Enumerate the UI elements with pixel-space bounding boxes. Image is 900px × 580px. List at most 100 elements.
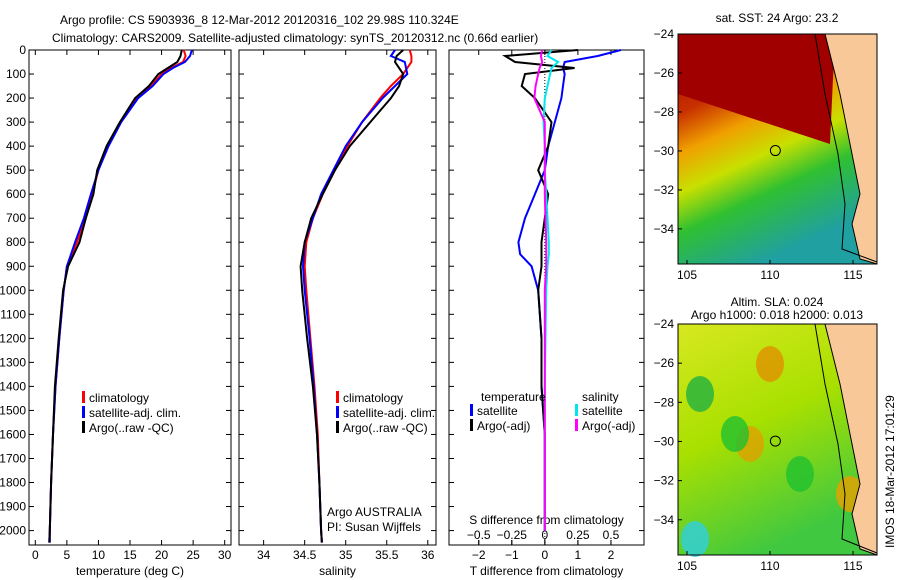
x-tick-label: 15 [123,548,137,562]
x-tick-label: 0 [542,548,549,562]
map-warm-region [678,34,835,144]
legend-swatch [336,391,339,403]
profile-line-argo-raw-qc- [48,49,183,543]
x-tick-label: −2 [472,548,486,562]
y-tick-label: 500 [6,163,26,177]
side-stamp: IMOS 18-Mar-2012 17:01:29 [883,395,897,548]
bathymetry-contour [814,323,878,554]
x-tick-label: 34.5 [293,548,317,562]
x2-tick-label: 0 [542,528,549,542]
y-tick-label: 900 [6,259,26,273]
legend-label: Argo(-adj) [582,419,635,433]
map-x-tick-label: 105 [677,268,697,282]
y-tick-label: 1000 [0,283,26,297]
legend-swatch [470,404,473,416]
map-y-tick-label: −28 [654,105,675,119]
legend-swatch [470,419,473,431]
argo-location-marker [769,145,781,157]
profile-line-t-satellite [517,49,622,531]
x-tick-label: 30 [218,548,232,562]
map-blob [786,456,814,492]
x2-tick-label: −0.5 [467,528,491,542]
x-axis-label: salinity [319,564,356,578]
axes-frame-0 [28,49,232,546]
x2-tick-label: −0.25 [497,528,528,542]
x2-axis-label: S difference from climatology [469,513,624,527]
map-x-tick-label: 115 [843,268,862,282]
y-tick-label: 100 [6,67,26,81]
argo-location-marker [769,435,781,447]
map-x-tick-label: 115 [843,559,862,573]
map-y-tick-label: −28 [654,395,675,409]
map-y-tick-label: −34 [654,222,675,236]
legend-label: Argo(-adj) [477,419,530,433]
map-y-tick-label: −30 [654,434,675,448]
map-y-tick-label: −30 [654,144,675,158]
map-blob [686,376,714,412]
legend-title: salinity [582,390,619,404]
map-title: sat. SST: 24 Argo: 23.2 [716,11,839,25]
legend-swatch [82,391,85,403]
map-blob [721,416,749,452]
map-frame [677,323,878,556]
legend-swatch [575,404,578,416]
x-tick-label: 0 [32,548,39,562]
map-y-tick-label: −34 [654,513,675,527]
y-tick-label: 300 [6,115,26,129]
x-tick-label: 35 [339,548,353,562]
y-tick-label: 1600 [0,427,26,441]
x-tick-label: 2 [608,548,615,562]
profile-line-climatology [303,49,413,543]
map-y-tick-label: −32 [654,183,675,197]
map-blob [681,521,709,557]
y-tick-label: 700 [6,211,26,225]
x-tick-label: −1 [505,548,519,562]
x-tick-label: 20 [155,548,169,562]
y-tick-label: 0 [19,43,26,57]
profile-line-climatology [48,49,187,543]
map-y-tick-label: −32 [654,474,675,488]
bathymetry-contour [814,33,878,263]
axes-frame-2 [448,49,645,546]
map-x-tick-label: 110 [760,559,779,573]
y-tick-label: 1500 [0,403,26,417]
map-y-tick-label: −24 [654,27,675,41]
y-tick-label: 600 [6,187,26,201]
y-tick-label: 1900 [0,500,26,514]
map-subtitle: Argo h1000: 0.018 h2000: 0.013 [691,308,863,322]
map-x-tick-label: 110 [760,268,779,282]
legend-label: satellite [477,404,518,418]
legend-title: temperature [481,390,546,404]
y-tick-label: 1400 [0,379,26,393]
map-y-tick-label: −26 [654,66,675,80]
x-tick-label: 1 [575,548,582,562]
legend-label: climatology [343,391,403,405]
legend-label: satellite [582,404,623,418]
profile-line-s-argo-adj- [533,49,548,531]
legend-label: climatology [89,391,149,405]
x-tick-label: 35.5 [375,548,399,562]
y-tick-label: 200 [6,91,26,105]
legend-swatch [82,406,85,418]
profile-line-t-argo-adj- [502,49,578,531]
x2-tick-label: 0.25 [566,528,590,542]
legend-swatch [82,421,85,433]
annotation: Argo AUSTRALIA [327,505,422,519]
y-tick-label: 1200 [0,331,26,345]
x-tick-label: 10 [92,548,106,562]
y-tick-label: 1700 [0,451,26,465]
legend-swatch [336,406,339,418]
map-title: Altim. SLA: 0.024 [731,295,824,309]
y-tick-label: 2000 [0,524,26,538]
legend-label: satellite-adj. clim. [343,406,435,420]
map-blob [756,346,784,382]
legend-label: Argo(..raw -QC) [343,421,428,435]
map-x-tick-label: 105 [677,559,697,573]
map-y-tick-label: −26 [654,356,675,370]
legend-swatch [336,421,339,433]
y-tick-label: 1300 [0,355,26,369]
x-axis-label: T difference from climatology [470,564,624,578]
legend-swatch [575,419,578,431]
map-y-tick-label: −24 [654,317,675,331]
